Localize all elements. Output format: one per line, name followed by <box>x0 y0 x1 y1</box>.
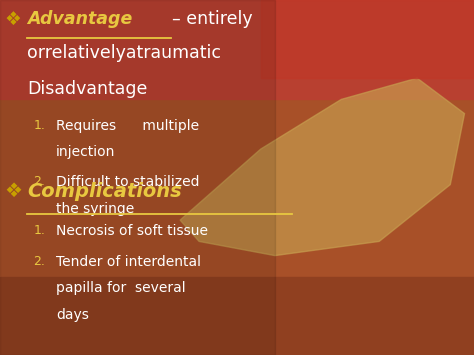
Text: – entirely: – entirely <box>172 10 252 28</box>
Text: Difficult to stabilized: Difficult to stabilized <box>56 175 200 189</box>
Text: Advantage: Advantage <box>27 10 133 28</box>
Bar <box>0 0 474 99</box>
Text: the syringe: the syringe <box>56 202 134 215</box>
Text: injection: injection <box>56 145 115 159</box>
Text: Complications: Complications <box>27 182 182 201</box>
Text: 1.: 1. <box>33 119 45 132</box>
Text: days: days <box>56 308 89 322</box>
Text: Necrosis of soft tissue: Necrosis of soft tissue <box>56 224 208 237</box>
Polygon shape <box>180 78 465 256</box>
Bar <box>0 0 275 355</box>
Text: ❖: ❖ <box>5 10 21 29</box>
Text: 1.: 1. <box>33 224 45 237</box>
Text: papilla for  several: papilla for several <box>56 281 185 295</box>
Bar <box>261 0 474 78</box>
Text: Disadvantage: Disadvantage <box>27 80 148 98</box>
Text: ❖: ❖ <box>5 182 23 201</box>
Text: 2.: 2. <box>33 255 45 268</box>
Bar <box>0 277 474 355</box>
Text: Tender of interdental: Tender of interdental <box>56 255 201 268</box>
Text: Requires      multiple: Requires multiple <box>56 119 199 132</box>
Text: 2.: 2. <box>33 175 45 189</box>
Text: orrelativelyatraumatic: orrelativelyatraumatic <box>27 44 221 62</box>
